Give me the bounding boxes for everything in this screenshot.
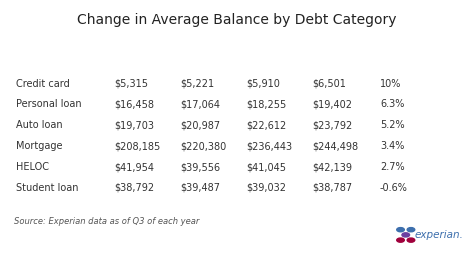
Text: 2020: 2020 [114, 58, 141, 68]
Text: $5,910: $5,910 [246, 79, 280, 88]
Text: $5,315: $5,315 [114, 79, 148, 88]
Text: $22,612: $22,612 [246, 120, 286, 130]
Text: 2023: 2023 [312, 58, 339, 68]
Text: $6,501: $6,501 [312, 79, 346, 88]
Text: Auto loan: Auto loan [17, 120, 63, 130]
Text: $20,987: $20,987 [180, 120, 220, 130]
Text: $39,487: $39,487 [180, 183, 220, 193]
Text: 5.2%: 5.2% [380, 120, 404, 130]
Text: Change, 2022-
2023: Change, 2022- 2023 [380, 51, 459, 74]
Text: 3.4%: 3.4% [380, 141, 404, 151]
Text: Change in Average Balance by Debt Category: Change in Average Balance by Debt Catego… [77, 13, 397, 27]
Text: $38,792: $38,792 [114, 183, 155, 193]
Text: $208,185: $208,185 [114, 141, 161, 151]
Text: 2021: 2021 [180, 58, 207, 68]
Text: $5,221: $5,221 [180, 79, 214, 88]
Text: HELOC: HELOC [17, 162, 49, 172]
Text: Debt Category: Debt Category [17, 58, 96, 68]
Text: $18,255: $18,255 [246, 99, 286, 109]
Text: Source: Experian data as of Q3 of each year: Source: Experian data as of Q3 of each y… [14, 217, 200, 226]
Text: Mortgage: Mortgage [17, 141, 63, 151]
Text: $39,032: $39,032 [246, 183, 286, 193]
Text: experian.: experian. [415, 230, 464, 240]
Text: 2.7%: 2.7% [380, 162, 404, 172]
Text: $16,458: $16,458 [114, 99, 154, 109]
Text: Credit card: Credit card [17, 79, 70, 88]
Text: -0.6%: -0.6% [380, 183, 408, 193]
Text: 10%: 10% [380, 79, 401, 88]
Text: 2022: 2022 [246, 58, 273, 68]
Text: $42,139: $42,139 [312, 162, 352, 172]
Text: Student loan: Student loan [17, 183, 79, 193]
Text: $23,792: $23,792 [312, 120, 352, 130]
Text: $19,703: $19,703 [114, 120, 154, 130]
Text: $39,556: $39,556 [180, 162, 220, 172]
Text: $19,402: $19,402 [312, 99, 352, 109]
Text: $17,064: $17,064 [180, 99, 220, 109]
Text: 6.3%: 6.3% [380, 99, 404, 109]
Text: $244,498: $244,498 [312, 141, 358, 151]
Text: $236,443: $236,443 [246, 141, 292, 151]
Text: $41,954: $41,954 [114, 162, 154, 172]
Text: $38,787: $38,787 [312, 183, 352, 193]
Text: $220,380: $220,380 [180, 141, 227, 151]
Text: Personal loan: Personal loan [17, 99, 82, 109]
Text: $41,045: $41,045 [246, 162, 286, 172]
